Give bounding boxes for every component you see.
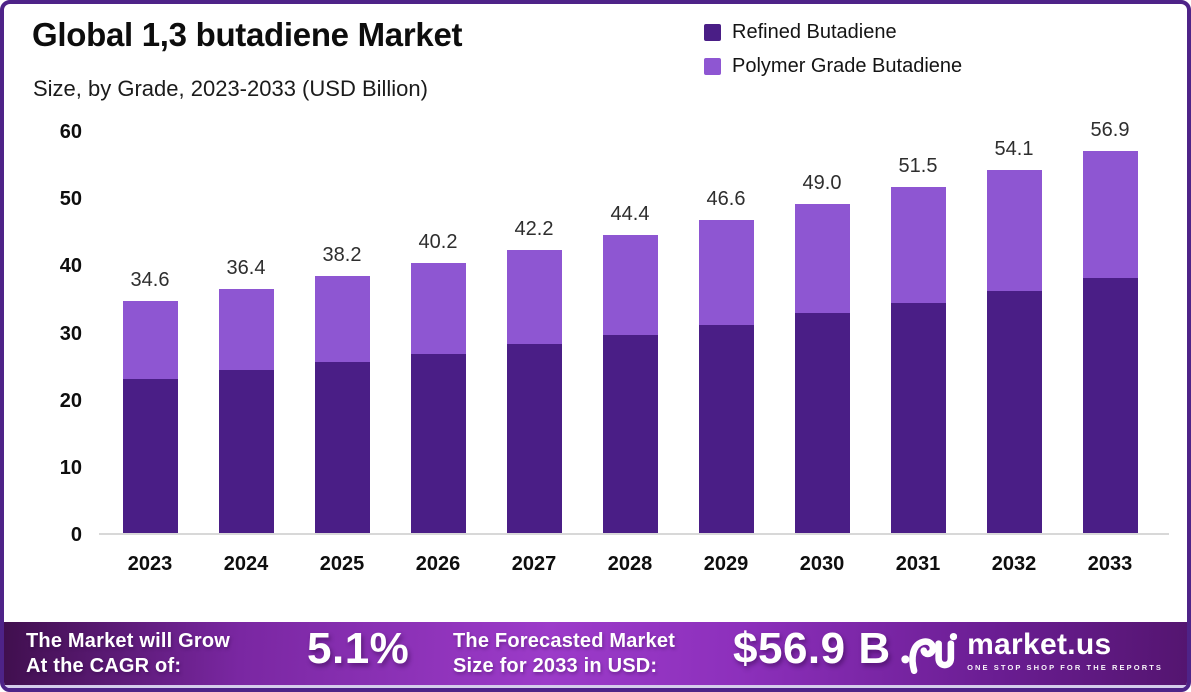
bar-segment-refined — [506, 344, 562, 533]
footer-banner: The Market will Grow At the CAGR of: 5.1… — [4, 622, 1187, 688]
bar-total-label: 44.4 — [610, 202, 650, 225]
market-us-logo-icon — [901, 632, 958, 675]
x-axis-year-label: 2026 — [415, 553, 461, 575]
bar-segment-refined — [314, 362, 370, 533]
legend-label-polymer: Polymer Grade Butadiene — [732, 55, 963, 77]
x-axis-year-label: 2028 — [607, 553, 653, 575]
cagr-value: 5.1% — [307, 624, 410, 673]
x-axis-year-label: 2023 — [127, 553, 173, 575]
legend-item-polymer: Polymer Grade Butadiene — [704, 55, 962, 78]
chart-title: Global 1,3 butadiene Market — [32, 16, 463, 53]
bar-total-label: 46.6 — [706, 188, 746, 211]
x-axis-year-label: 2032 — [991, 553, 1037, 575]
bar-segment-refined — [122, 378, 178, 533]
bar-segment-refined — [986, 290, 1042, 533]
x-axis-year-label: 2025 — [319, 553, 365, 575]
y-axis-tick-label: 10 — [59, 456, 82, 479]
legend-swatch-refined — [704, 24, 721, 41]
bar-segment-polymer — [506, 249, 562, 345]
brand-tagline: ONE STOP SHOP FOR THE REPORTS — [967, 663, 1163, 672]
y-axis-tick-label: 0 — [70, 524, 82, 546]
y-axis-tick-label: 50 — [59, 188, 82, 211]
bar-segment-polymer — [890, 187, 946, 303]
brand-name: market.us — [967, 628, 1112, 661]
y-axis-tick-label: 20 — [59, 389, 82, 412]
cagr-label-line2: At the CAGR of: — [26, 655, 182, 677]
bar-segment-polymer — [218, 288, 274, 371]
bar-total-label: 42.2 — [514, 217, 554, 240]
cagr-label-line1: The Market will Grow — [26, 630, 231, 652]
bar-segment-polymer — [1082, 150, 1138, 279]
brand-logo: market.us ONE STOP SHOP FOR THE REPORTS — [901, 630, 1163, 678]
legend-swatch-polymer — [704, 58, 721, 75]
bar-total-label: 40.2 — [418, 231, 458, 253]
y-axis-tick-label: 60 — [59, 121, 82, 143]
bar-segment-polymer — [122, 300, 178, 379]
forecast-value: $56.9 B — [733, 624, 891, 673]
bar-segment-refined — [602, 334, 658, 533]
forecast-label: The Forecasted Market Size for 2033 in U… — [453, 629, 675, 679]
bar-segment-polymer — [602, 234, 658, 335]
x-axis-year-label: 2029 — [703, 553, 749, 575]
bar-total-label: 38.2 — [322, 244, 362, 267]
bar-segment-refined — [1082, 278, 1138, 533]
legend-item-refined: Refined Butadiene — [704, 21, 962, 44]
bar-total-label: 54.1 — [994, 137, 1034, 160]
bar-segment-refined — [218, 370, 274, 533]
forecast-label-line1: The Forecasted Market — [453, 630, 676, 652]
x-axis-year-label: 2030 — [799, 553, 845, 575]
y-axis-tick-label: 30 — [59, 322, 82, 345]
x-axis-year-label: 2027 — [511, 553, 557, 575]
bar-segment-refined — [698, 324, 754, 533]
bar-segment-polymer — [794, 203, 850, 314]
cagr-label: The Market will Grow At the CAGR of: — [26, 629, 230, 679]
bar-segment-polymer — [698, 220, 754, 325]
y-axis-tick-label: 40 — [59, 255, 82, 278]
bar-total-label: 49.0 — [802, 171, 842, 194]
bar-chart-plot-area: 34.6 2023 36.4 2024 38.2 2025 40.2 2026 42.2 2027… — [99, 119, 1169, 575]
x-axis-year-label: 2033 — [1087, 553, 1133, 575]
bar-segment-polymer — [986, 169, 1042, 291]
forecast-label-line2: Size for 2033 in USD: — [453, 655, 658, 677]
bar-segment-polymer — [314, 276, 370, 363]
bar-total-label: 34.6 — [130, 268, 170, 291]
bar-total-label: 36.4 — [226, 256, 266, 279]
chart-subtitle: Size, by Grade, 2023-2033 (USD Billion) — [33, 76, 428, 101]
bar-total-label: 51.5 — [898, 155, 938, 178]
bar-segment-refined — [410, 353, 466, 533]
x-axis-year-label: 2031 — [895, 553, 941, 575]
bar-segment-refined — [890, 302, 946, 533]
x-axis-year-label: 2024 — [223, 553, 269, 575]
brand-text: market.us ONE STOP SHOP FOR THE REPORTS — [967, 628, 1163, 673]
bar-segment-polymer — [410, 263, 466, 354]
bar-total-label: 56.9 — [1090, 118, 1130, 141]
legend-label-refined: Refined Butadiene — [732, 21, 897, 43]
bar-segment-refined — [794, 313, 850, 533]
chart-legend: Refined Butadiene Polymer Grade Butadien… — [704, 21, 962, 89]
